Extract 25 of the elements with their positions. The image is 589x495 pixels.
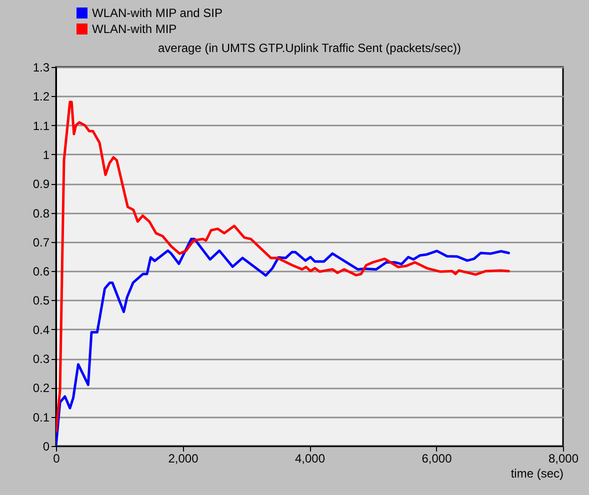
- legend-label: WLAN-with MIP and SIP: [92, 6, 222, 20]
- y-tick-label: 0.8: [32, 206, 50, 220]
- chart-title: average (in UMTS GTP.Uplink Traffic Sent (packets/sec)): [158, 41, 461, 55]
- y-tick-label: 0.1: [32, 410, 50, 424]
- y-tick-label: 0.6: [32, 264, 50, 279]
- y-tick-label: 0.5: [32, 294, 50, 308]
- y-tick-label: 1: [42, 148, 50, 162]
- x-tick-label: 6,000: [422, 452, 452, 466]
- y-tick-label: 0.2: [32, 381, 50, 396]
- y-tick-label: 0.7: [32, 235, 50, 250]
- y-tick-label: 0: [42, 440, 50, 454]
- x-tick-label: 2,000: [168, 452, 199, 466]
- y-tick-label: 0.3: [32, 352, 50, 366]
- x-tick-label: 4,000: [294, 452, 326, 466]
- legend-label: WLAN-with MIP: [92, 22, 177, 36]
- y-tick-label: 0.4: [32, 322, 50, 337]
- x-tick-label: 0: [53, 452, 60, 466]
- y-tick-label: 1.2: [32, 90, 50, 104]
- y-tick-label: 1.3: [32, 60, 50, 74]
- line-series: [56, 100, 510, 433]
- y-tick-label: 0.9: [32, 177, 50, 192]
- line-series: [56, 238, 510, 446]
- y-tick-label: 1.1: [32, 118, 50, 133]
- x-axis-title: time (sec): [510, 466, 564, 480]
- x-tick-label: 8,000: [548, 452, 579, 466]
